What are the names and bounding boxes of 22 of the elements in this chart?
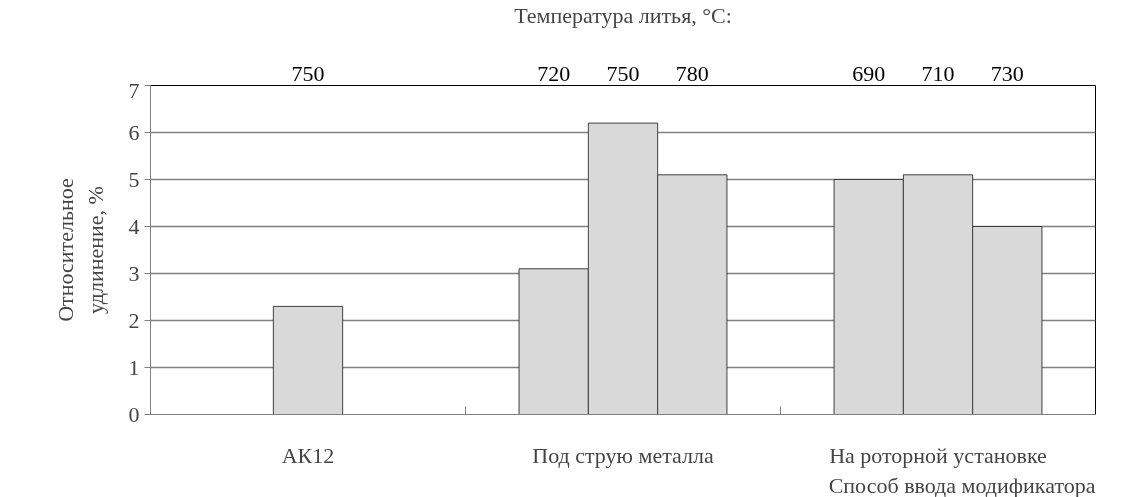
x-axis-title: Способ ввода модификатора <box>828 472 1096 497</box>
x-tick-label: На роторной установке <box>829 442 1047 468</box>
annotation: 690 <box>852 60 886 86</box>
y-axis-title: Относительное удлинение, % <box>52 178 108 322</box>
y-tick-label: 5 <box>128 166 140 192</box>
x-tick-label: АК12 <box>281 442 335 468</box>
annotation: 780 <box>675 60 709 86</box>
y-tick-label: 2 <box>128 307 140 333</box>
annotation: 720 <box>537 60 571 86</box>
bar <box>272 305 344 415</box>
annotation: 710 <box>921 60 955 86</box>
y-tick-label: 6 <box>128 119 140 145</box>
y-tick-label: 0 <box>128 401 140 427</box>
x-tick-label: Под струю металла <box>532 442 714 468</box>
y-tick-label: 4 <box>128 213 140 239</box>
chart-title: Температура литья, °C: <box>514 2 732 28</box>
annotation: 750 <box>606 60 640 86</box>
annotation: 750 <box>291 60 325 86</box>
annotation: 730 <box>990 60 1024 86</box>
y-tick-label: 3 <box>128 260 140 286</box>
y-tick-label: 7 <box>128 77 140 103</box>
y-tick-label: 1 <box>128 354 140 380</box>
